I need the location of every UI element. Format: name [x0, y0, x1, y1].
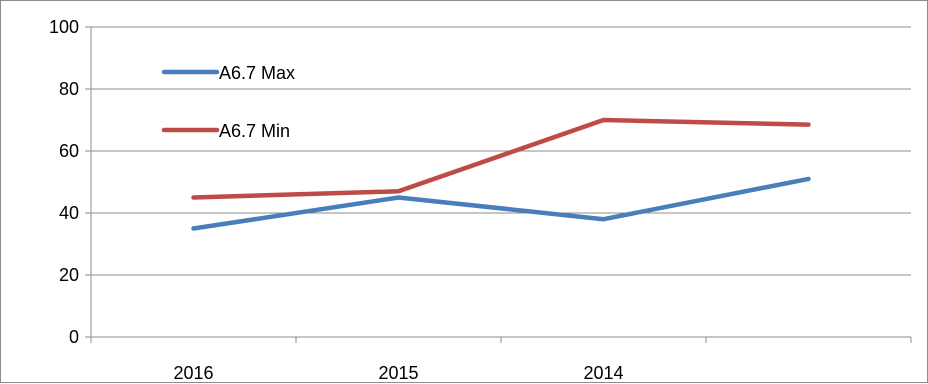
y-tick-label: 100	[49, 17, 79, 37]
legend: A6.7 Max A6.7 Min	[161, 63, 295, 141]
x-tick-label: 2016	[173, 363, 213, 383]
y-tick-label: 40	[59, 203, 79, 223]
x-tick-label: 2014	[583, 363, 623, 383]
y-tick-label: 20	[59, 265, 79, 285]
series-line-1	[191, 176, 811, 231]
y-tick-label: 80	[59, 79, 79, 99]
legend-label: A6.7 Min	[219, 121, 290, 141]
legend-label: A6.7 Max	[219, 63, 295, 83]
x-tick-labels: 2016 2015 2014	[173, 363, 623, 383]
axes	[85, 26, 912, 343]
y-tick-label: 0	[69, 327, 79, 347]
y-tick-labels: 0 20 40 60 80 100	[49, 17, 79, 347]
gridlines	[91, 26, 911, 276]
y-tick-label: 60	[59, 141, 79, 161]
x-tick-label: 2015	[378, 363, 418, 383]
series-line-2	[191, 117, 811, 200]
series-lines	[191, 117, 811, 231]
